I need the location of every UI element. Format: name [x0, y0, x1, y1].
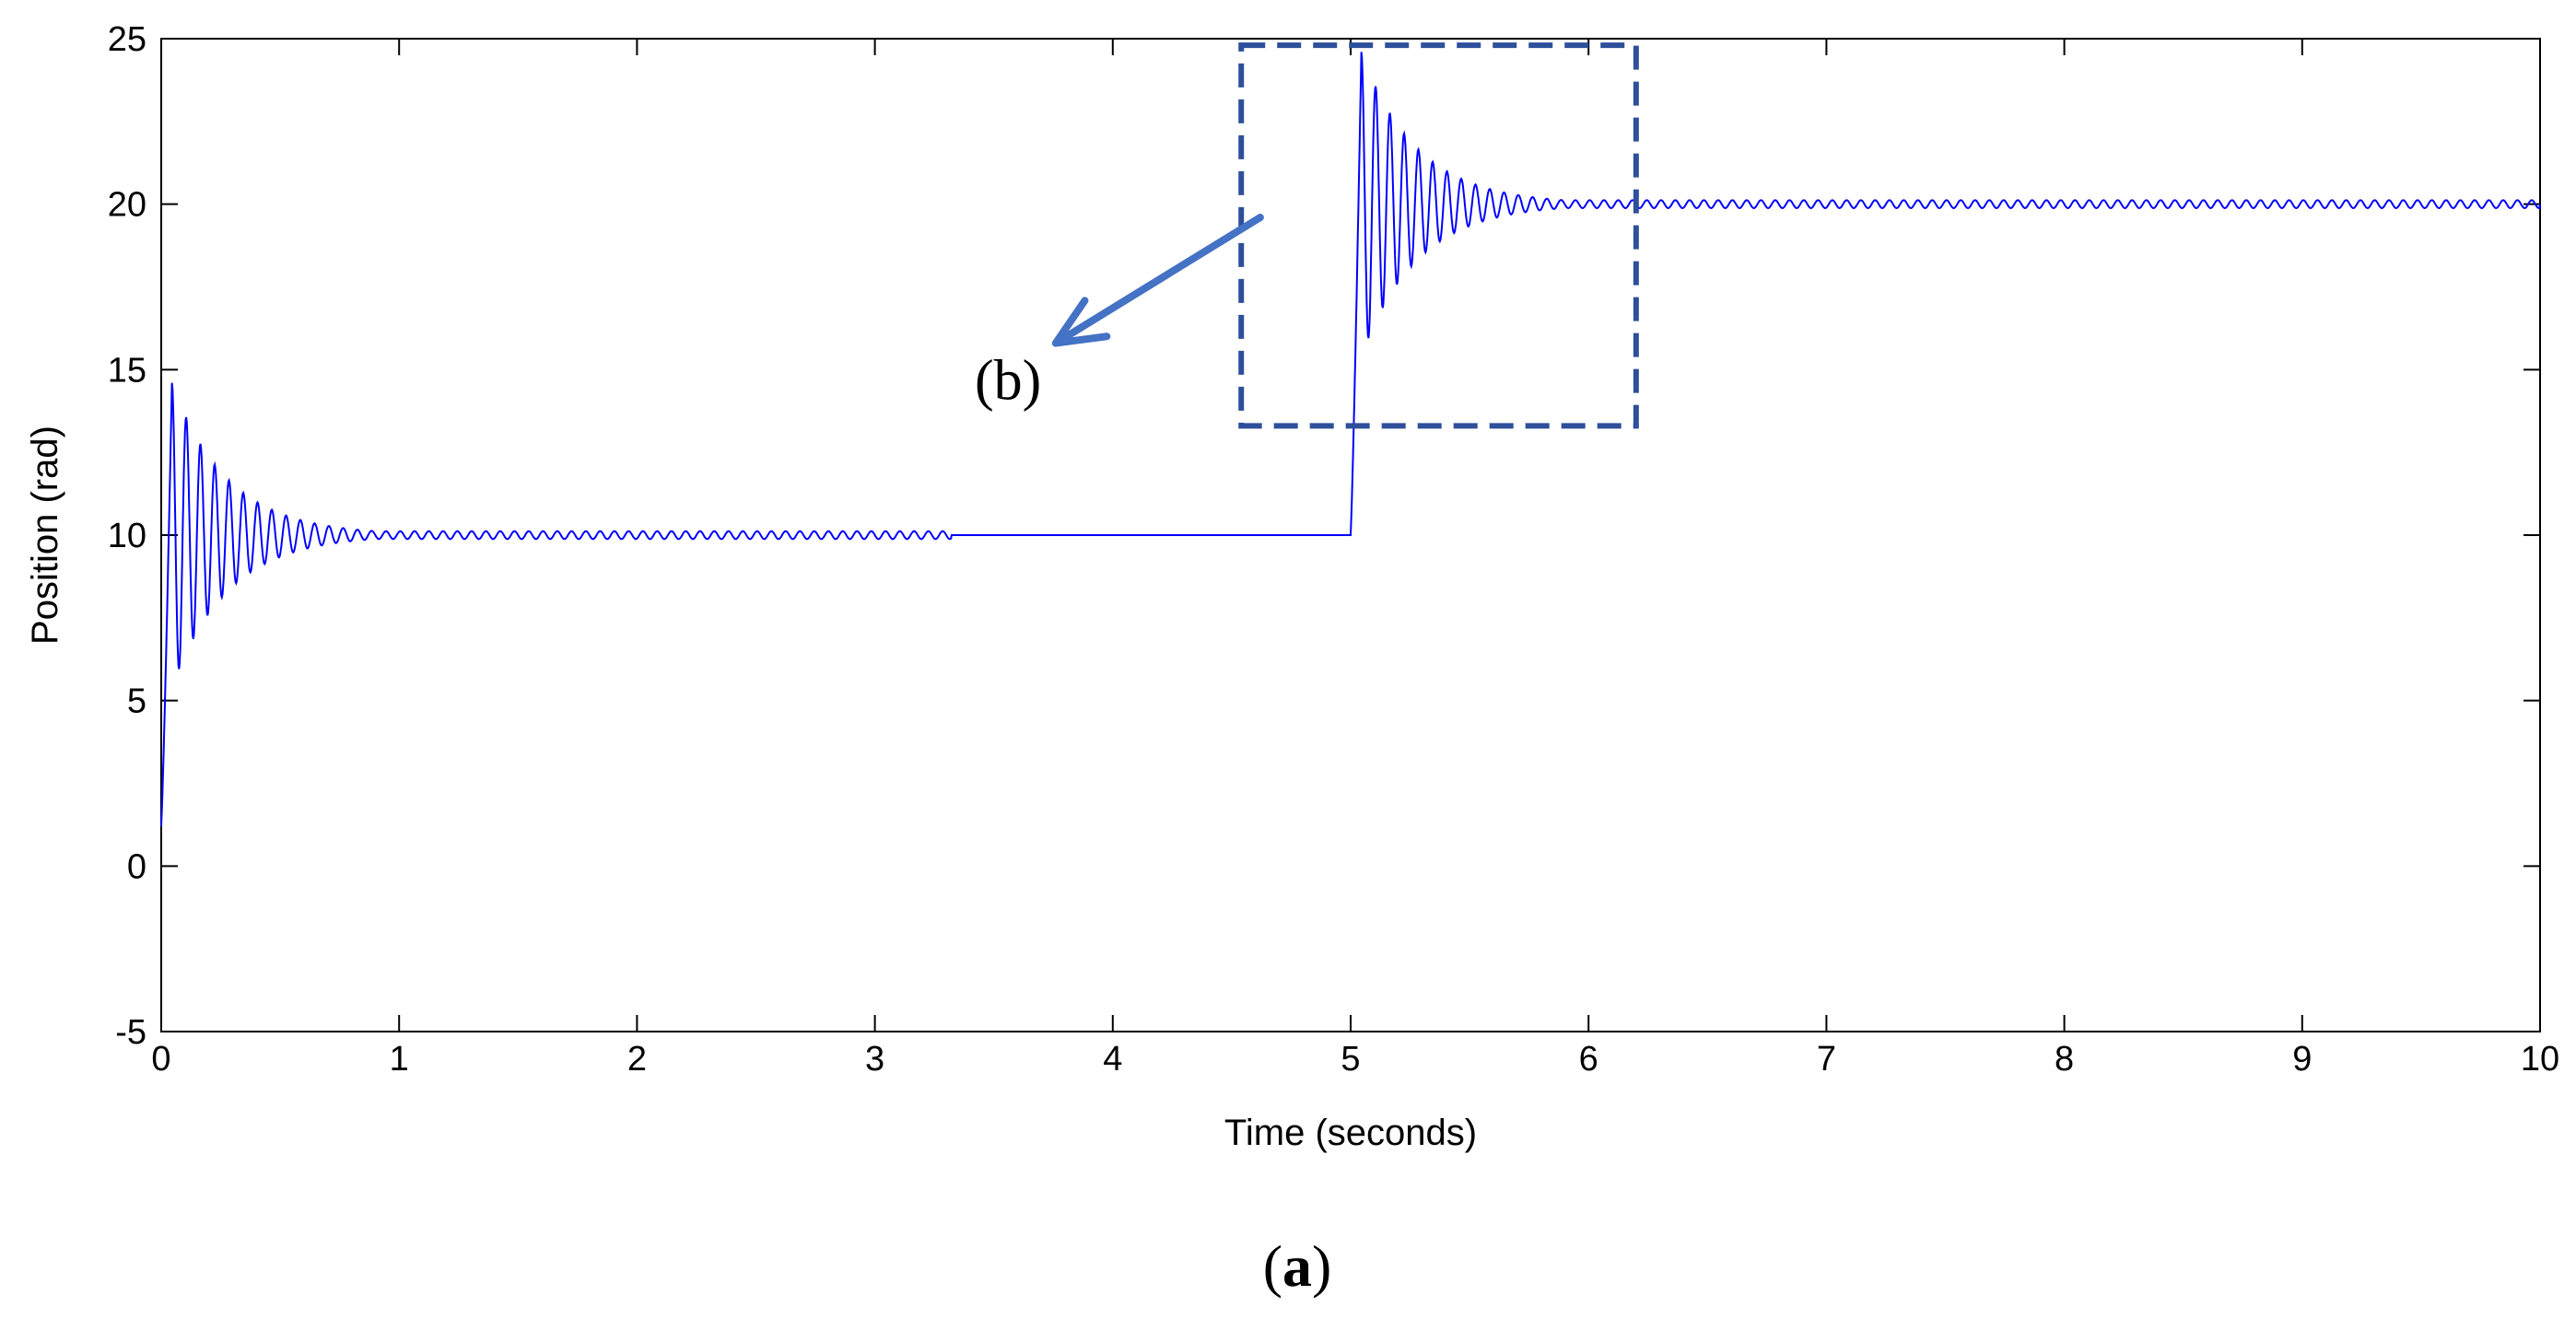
y-axis-label: Position (rad)	[25, 426, 65, 645]
x-axis-label: Time (seconds)	[1224, 1113, 1477, 1153]
x-tick-label: 0	[151, 1040, 170, 1079]
x-tick-label: 4	[1103, 1040, 1122, 1079]
x-tick-label: 5	[1341, 1040, 1360, 1079]
x-tick-label: 7	[1817, 1040, 1836, 1079]
y-tick-label: 20	[108, 186, 146, 225]
axis-ticks	[160, 38, 2541, 1032]
x-tick-label: 3	[865, 1040, 884, 1079]
y-tick-label: 10	[108, 517, 146, 555]
y-tick-label: 15	[108, 351, 146, 390]
panel-label-close: )	[1312, 1233, 1331, 1299]
y-tick-label: 25	[108, 20, 146, 59]
panel-label: (a)	[1263, 1233, 1332, 1299]
x-tick-label: 10	[2521, 1040, 2559, 1079]
x-tick-labels: 0 1 2 3 4 5 6 7 8 9 10	[151, 1040, 2559, 1079]
y-tick-label: 5	[127, 682, 146, 721]
y-tick-label: -5	[115, 1013, 146, 1052]
zoom-region-box	[1238, 42, 1639, 429]
x-tick-label: 6	[1579, 1040, 1598, 1079]
x-tick-label: 1	[390, 1040, 409, 1079]
panel-label-open: (	[1263, 1233, 1282, 1299]
y-tick-label: 0	[127, 847, 146, 886]
panel-label-letter: a	[1282, 1233, 1312, 1299]
y-tick-labels: -5 0 5 10 15 20 25	[108, 20, 146, 1052]
x-tick-label: 2	[627, 1040, 647, 1079]
series-line-position	[160, 52, 2541, 827]
x-tick-label: 9	[2292, 1040, 2312, 1079]
x-tick-label: 8	[2055, 1040, 2074, 1079]
callout-label: (b)	[975, 350, 1041, 413]
callout-arrow	[1051, 214, 1264, 347]
